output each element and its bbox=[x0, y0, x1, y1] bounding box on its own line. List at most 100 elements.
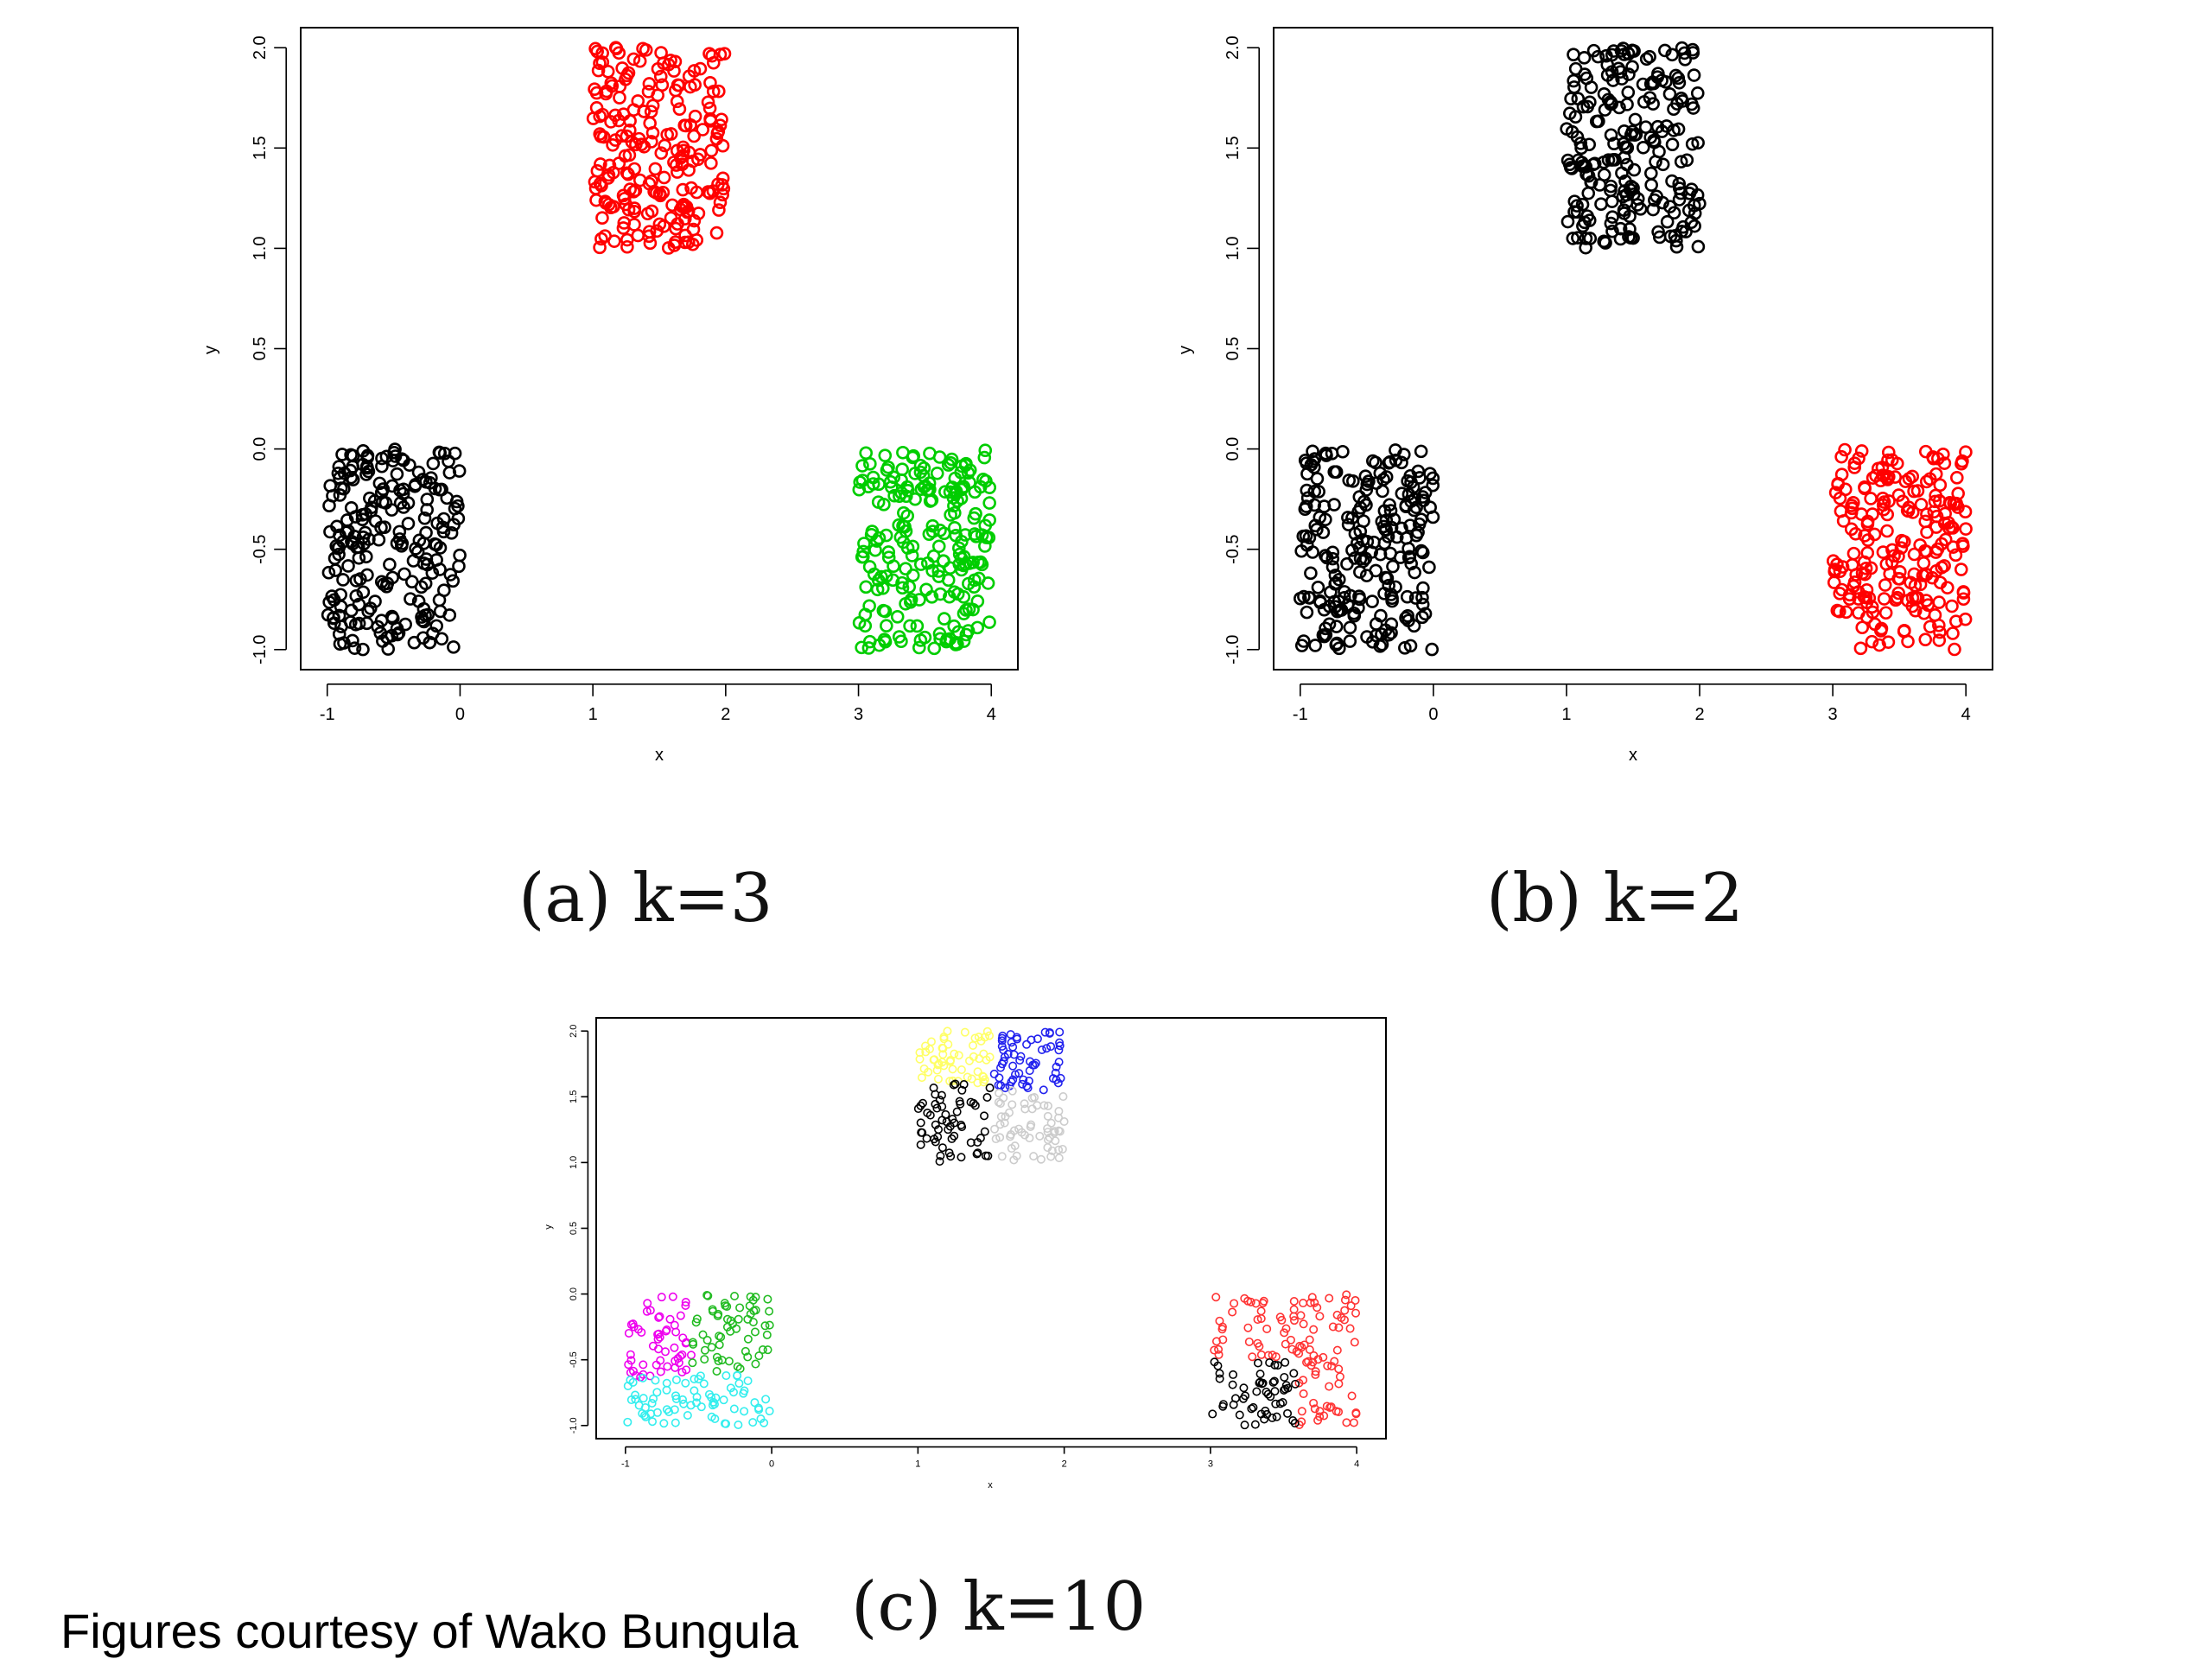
data-point bbox=[1908, 603, 1923, 618]
data-point bbox=[1340, 1306, 1350, 1315]
data-point bbox=[959, 1080, 969, 1090]
data-point bbox=[1644, 166, 1658, 181]
data-point bbox=[1959, 445, 1973, 460]
data-point bbox=[1299, 529, 1313, 543]
data-point bbox=[1315, 1312, 1325, 1321]
data-point bbox=[620, 232, 634, 247]
data-point bbox=[1053, 1078, 1063, 1088]
data-point bbox=[1345, 1324, 1355, 1333]
data-point bbox=[977, 450, 992, 465]
data-point bbox=[1894, 541, 1909, 555]
data-point bbox=[740, 1407, 749, 1416]
data-point bbox=[353, 572, 367, 586]
data-point bbox=[1315, 1407, 1325, 1416]
data-point bbox=[700, 1345, 709, 1355]
data-point bbox=[588, 181, 603, 195]
data-point bbox=[375, 495, 390, 509]
data-point bbox=[1584, 80, 1599, 94]
data-point bbox=[1948, 548, 1963, 563]
data-point bbox=[1691, 136, 1705, 150]
plot-frame bbox=[300, 27, 1019, 671]
data-point bbox=[653, 188, 668, 203]
data-point bbox=[360, 568, 374, 582]
data-point bbox=[1300, 605, 1314, 620]
x-axis-label: x bbox=[1629, 746, 1637, 765]
data-point bbox=[1325, 1402, 1335, 1412]
data-point bbox=[1885, 453, 1899, 467]
data-point bbox=[639, 1394, 648, 1403]
data-point bbox=[1249, 1402, 1258, 1412]
data-point bbox=[1568, 110, 1583, 124]
data-point bbox=[1839, 605, 1853, 620]
data-point bbox=[1930, 542, 1945, 556]
data-point bbox=[997, 1033, 1007, 1043]
data-point bbox=[1570, 205, 1585, 219]
data-point bbox=[639, 43, 653, 57]
data-point bbox=[980, 1127, 989, 1136]
data-point bbox=[1007, 1100, 1017, 1109]
data-point bbox=[1330, 1357, 1339, 1366]
data-point bbox=[1858, 481, 1872, 496]
data-point bbox=[968, 573, 982, 588]
data-point bbox=[999, 1057, 1008, 1066]
data-point bbox=[1281, 1381, 1291, 1390]
data-point bbox=[1338, 585, 1351, 599]
data-point bbox=[702, 1335, 712, 1344]
data-point bbox=[933, 632, 947, 646]
data-point bbox=[963, 1072, 972, 1082]
data-point bbox=[1348, 526, 1363, 541]
data-point bbox=[676, 182, 690, 197]
data-point bbox=[1395, 486, 1409, 500]
data-point bbox=[929, 1083, 938, 1092]
data-point bbox=[629, 1322, 639, 1332]
data-point bbox=[1389, 530, 1404, 544]
data-point bbox=[368, 594, 382, 608]
data-point bbox=[677, 143, 690, 158]
data-point bbox=[681, 1298, 690, 1307]
data-point bbox=[1319, 446, 1333, 461]
data-point bbox=[626, 52, 641, 67]
data-point bbox=[671, 1327, 681, 1337]
data-point bbox=[704, 156, 718, 170]
data-point bbox=[1323, 1361, 1332, 1370]
data-point bbox=[359, 507, 373, 521]
data-point bbox=[1859, 582, 1874, 597]
data-point bbox=[1932, 633, 1947, 647]
data-point bbox=[1860, 610, 1874, 625]
data-point bbox=[637, 139, 652, 154]
data-point bbox=[601, 197, 616, 212]
data-point bbox=[1007, 1038, 1016, 1047]
data-point bbox=[880, 619, 893, 633]
data-point bbox=[1022, 1081, 1032, 1090]
x-tick-label: 4 bbox=[1354, 1459, 1359, 1469]
data-point bbox=[341, 559, 355, 573]
data-point bbox=[623, 1417, 632, 1427]
data-point bbox=[1667, 206, 1681, 220]
data-point bbox=[749, 1306, 759, 1316]
data-point bbox=[687, 64, 702, 78]
data-point bbox=[619, 197, 633, 212]
data-point bbox=[1315, 1412, 1325, 1421]
data-point bbox=[878, 448, 893, 462]
data-point bbox=[906, 539, 920, 554]
data-point bbox=[1914, 498, 1929, 512]
data-point bbox=[995, 1099, 1005, 1109]
data-point bbox=[346, 633, 359, 648]
data-point bbox=[1375, 627, 1389, 641]
data-point bbox=[1892, 564, 1907, 579]
data-point bbox=[863, 457, 877, 471]
data-point bbox=[1311, 580, 1325, 594]
data-point bbox=[954, 466, 969, 480]
data-point bbox=[1411, 464, 1426, 479]
data-point bbox=[681, 1301, 690, 1311]
data-point bbox=[613, 91, 626, 105]
data-point bbox=[920, 556, 935, 570]
data-point bbox=[1685, 137, 1700, 151]
data-point bbox=[637, 105, 651, 118]
data-point bbox=[595, 211, 609, 226]
data-point bbox=[949, 1080, 958, 1090]
data-point bbox=[1587, 156, 1602, 171]
data-point bbox=[937, 1090, 946, 1100]
data-point bbox=[432, 445, 447, 460]
data-point bbox=[1334, 1407, 1344, 1416]
